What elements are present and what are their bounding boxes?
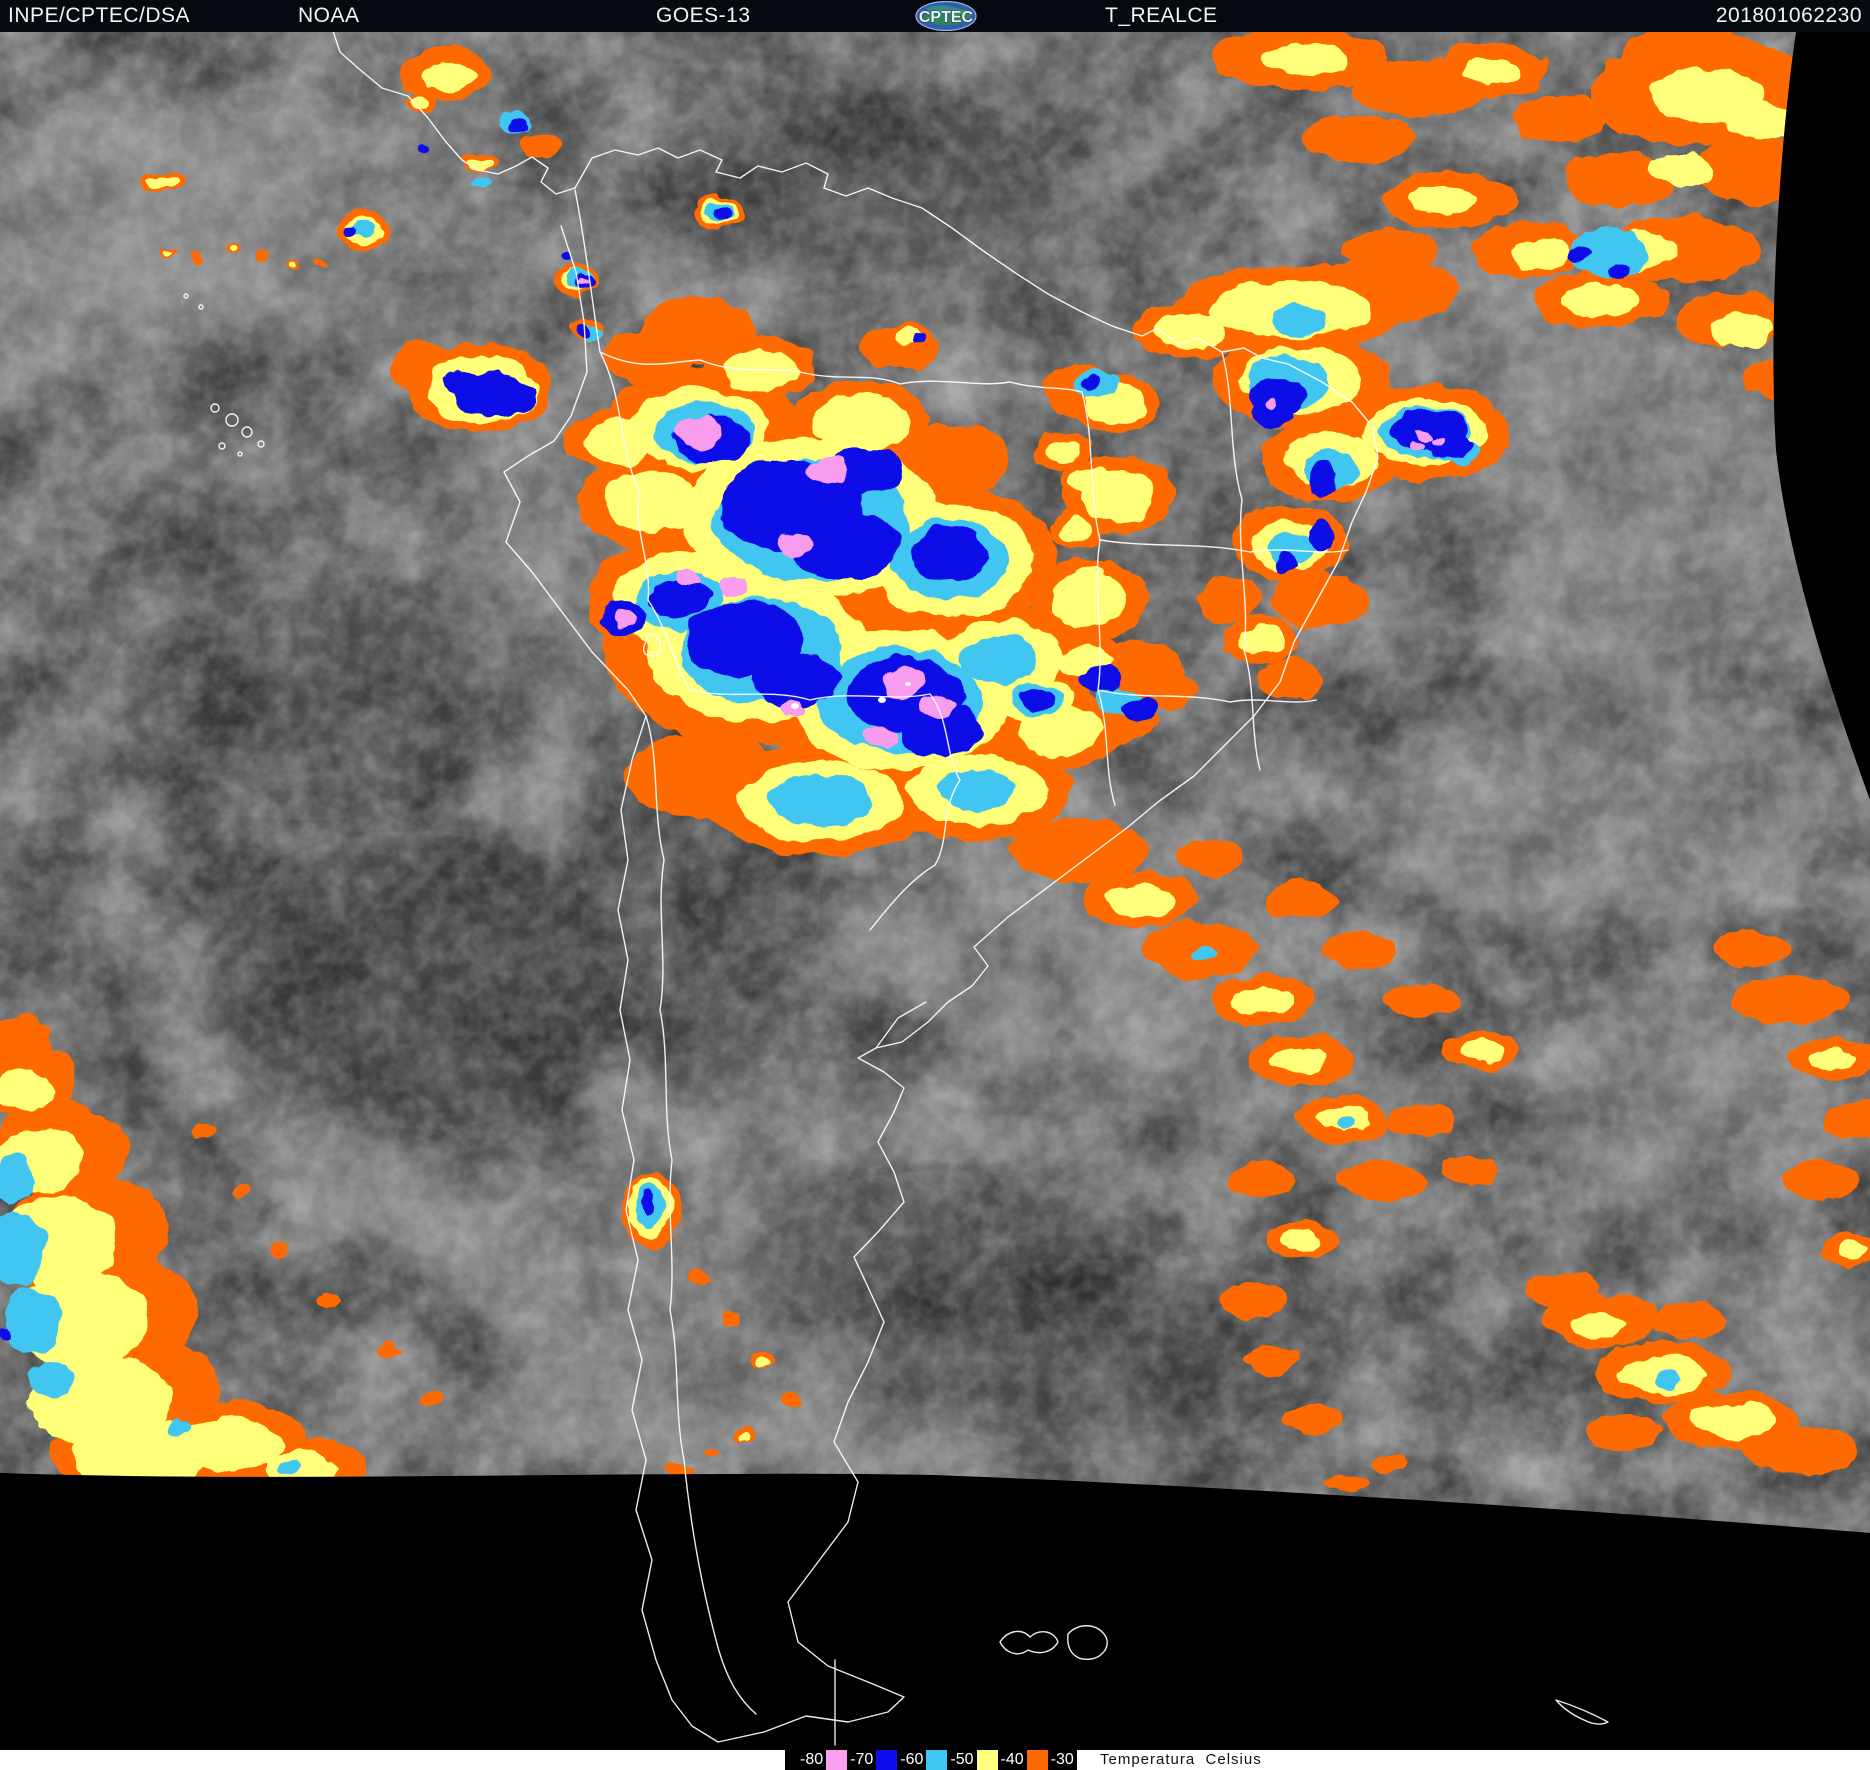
- temperature-scale: -80 -70 -60 -50 -40 -30: [785, 1750, 1077, 1770]
- cptec-logo-text: CPTEC: [919, 9, 974, 26]
- scale-label: -40: [1000, 1751, 1024, 1768]
- scan-bottom-black: [0, 1473, 1870, 1751]
- satellite-map: [0, 20, 1870, 1751]
- scale-label: -30: [1050, 1751, 1074, 1768]
- scale-swatch-cyan: [926, 1750, 948, 1770]
- header-bar: INPE/CPTEC/DSA NOAA GOES-13 CPTEC T_REAL…: [0, 0, 1870, 32]
- source-label: INPE/CPTEC/DSA: [8, 4, 191, 27]
- enhancement-layer-white: [791, 682, 911, 709]
- border-uruguay: [875, 1001, 927, 1049]
- cptec-logo: CPTEC: [915, 1, 977, 31]
- scale-swatch-orange: [1026, 1750, 1048, 1770]
- satellite-label: GOES-13: [656, 4, 751, 27]
- border-brazil-states-3: [1099, 539, 1349, 553]
- scale-swatch-yellow: [976, 1750, 998, 1770]
- scan-limb-black: [1773, 32, 1870, 800]
- scale-label: -70: [850, 1751, 874, 1768]
- south-georgia-island: [1555, 1699, 1609, 1725]
- lake-titicaca: [642, 634, 662, 657]
- border-north-chain: [574, 189, 1083, 393]
- border-bolivia-paraguay: [689, 689, 961, 931]
- border-brazil-states-1: [1081, 391, 1116, 806]
- legend-bar: -80 -70 -60 -50 -40 -30 Temperatura Cels…: [0, 1750, 1870, 1770]
- coastline-south-america: [332, 30, 1379, 1743]
- scale-label: -80: [800, 1751, 824, 1768]
- enhancement-layer-pink: [579, 280, 1445, 748]
- border-west-amazon: [599, 351, 691, 691]
- coastline-borders: [183, 30, 1609, 1746]
- legend-title: Temperatura Celsius: [1100, 1751, 1262, 1768]
- galapagos-islands: [183, 293, 265, 457]
- goes13-ir-map: [0, 20, 1870, 1751]
- falkland-islands: [999, 1625, 1108, 1661]
- product-label: T_REALCE: [1105, 4, 1218, 27]
- scale-swatch-blue: [876, 1750, 898, 1770]
- border-brazil-states-4: [1097, 689, 1317, 703]
- agency-label: NOAA: [298, 4, 360, 27]
- scale-label: -60: [900, 1751, 924, 1768]
- border-brazil-states-2: [1221, 351, 1261, 771]
- scale-label: -50: [950, 1751, 974, 1768]
- scale-swatch-pink: [826, 1750, 848, 1770]
- enhancement-layer-blue: [0, 117, 1630, 1341]
- timestamp-label: 201801062230: [1715, 4, 1862, 27]
- border-chile-argentina: [645, 715, 757, 1715]
